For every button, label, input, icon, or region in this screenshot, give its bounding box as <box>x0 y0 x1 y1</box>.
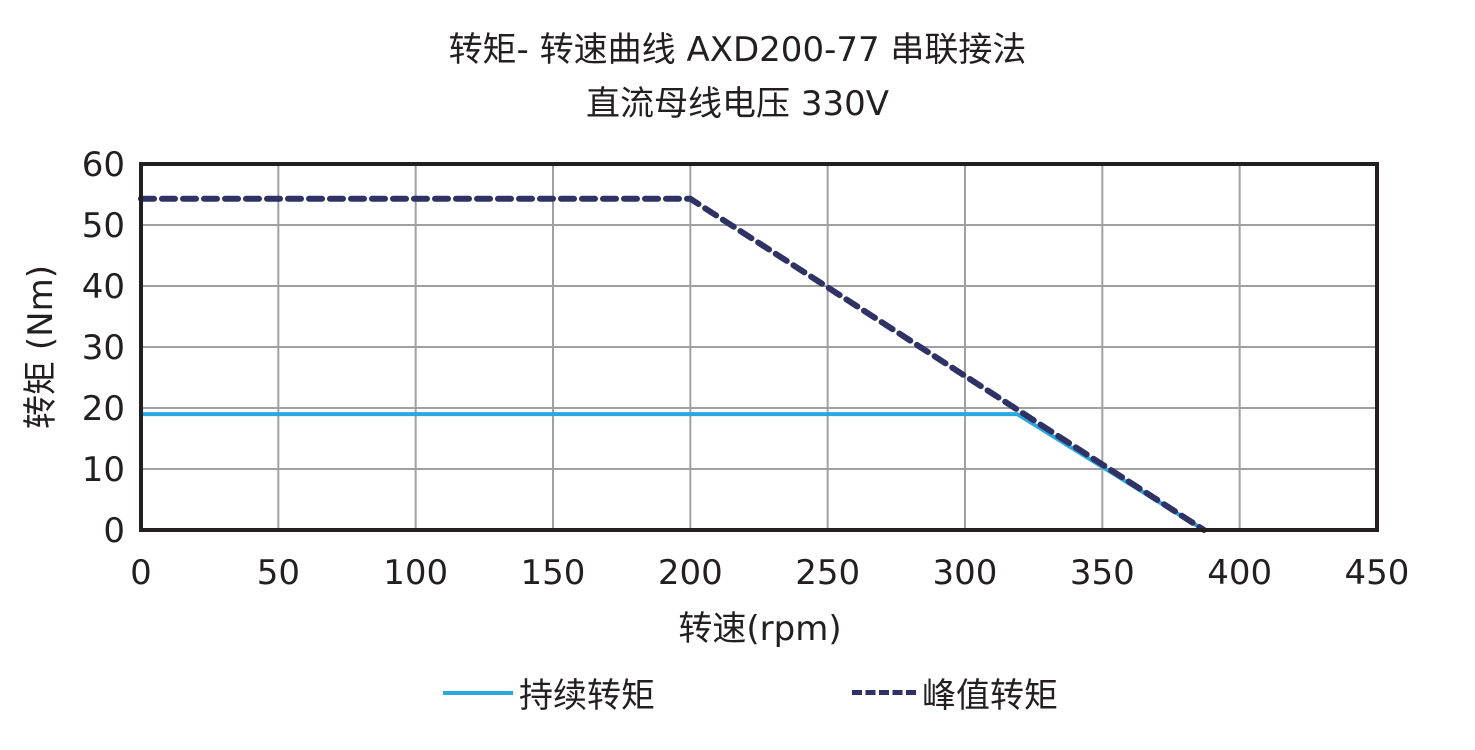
solid-line-swatch-icon <box>443 690 513 695</box>
plot-frame <box>139 162 1379 532</box>
x-tick-label: 450 <box>1345 553 1410 593</box>
x-tick-label: 150 <box>521 553 586 593</box>
legend-item-continuous: 持续转矩 <box>443 668 655 717</box>
x-tick-label: 250 <box>795 553 860 593</box>
x-tick-label: 0 <box>130 553 152 593</box>
y-tick-label: 0 <box>103 511 125 551</box>
series-line <box>141 412 1206 532</box>
dashed-line-swatch-icon <box>852 690 916 695</box>
y-tick-label: 20 <box>82 389 125 429</box>
series-line <box>138 195 1207 533</box>
x-axis-label: 转速(rpm) <box>678 609 841 649</box>
legend-item-peak: 峰值转矩 <box>852 668 1058 717</box>
x-tick-label: 350 <box>1070 553 1135 593</box>
x-tick-label: 200 <box>658 553 723 593</box>
x-tick-label: 400 <box>1207 553 1272 593</box>
y-tick-label: 10 <box>82 450 125 490</box>
y-tick-label: 60 <box>82 145 125 185</box>
chart-title: 转矩- 转速曲线 AXD200-77 串联接法 <box>448 30 1027 70</box>
chart-subtitle: 直流母线电压 330V <box>586 84 889 124</box>
x-tick-label: 50 <box>257 553 300 593</box>
legend-label-continuous: 持续转矩 <box>519 676 655 716</box>
x-tick-label: 300 <box>933 553 998 593</box>
y-tick-label: 30 <box>82 328 125 368</box>
y-tick-label: 50 <box>82 206 125 246</box>
y-axis-label: 转矩 (Nm) <box>21 265 61 429</box>
y-tick-label: 40 <box>82 267 125 307</box>
legend-label-peak: 峰值转矩 <box>922 676 1058 716</box>
x-tick-label: 100 <box>383 553 448 593</box>
